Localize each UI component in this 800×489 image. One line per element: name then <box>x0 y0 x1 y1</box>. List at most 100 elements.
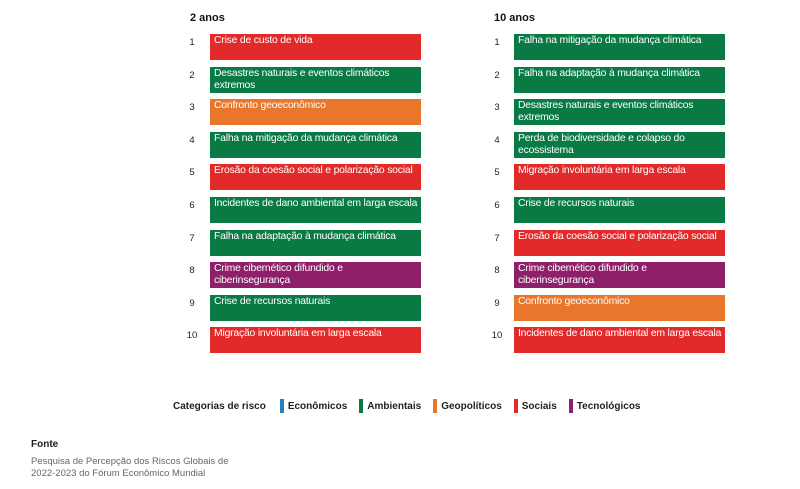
rank-number: 6 <box>189 200 195 211</box>
risk-label: Incidentes de dano ambiental em larga es… <box>518 328 722 340</box>
rank-number: 8 <box>494 265 500 277</box>
legend-item-ambientais: Ambientais <box>359 399 421 413</box>
bar-top-stripe <box>210 290 421 295</box>
legend-label: Econômicos <box>287 400 348 412</box>
bar-top-stripe <box>210 160 421 165</box>
bar-top-stripe <box>210 95 421 100</box>
rank-number: 3 <box>494 102 500 114</box>
legend-item-economicos: Econômicos <box>279 399 348 413</box>
rank-number: 3 <box>189 102 195 114</box>
risk-bar: Crise de custo de vida <box>210 30 421 60</box>
bar-top-stripe <box>210 193 421 197</box>
risk-bar: Desastres naturais e eventos climáticos … <box>210 62 421 93</box>
risk-bar: Confronto geoeconômico <box>514 290 725 321</box>
risk-label: Erosão da coesão social e polarização so… <box>518 230 717 242</box>
rank-number: 7 <box>189 232 195 244</box>
bar-top-stripe <box>210 225 421 230</box>
bar-top-stripe <box>514 258 725 263</box>
risk-label: Erosão da coesão social e polarização so… <box>214 165 413 177</box>
bar-top-stripe <box>514 95 725 100</box>
risk-label: Incidentes de dano ambiental em larga es… <box>214 198 418 209</box>
legend-swatch <box>433 399 438 413</box>
legend-title: Categorias de risco <box>173 400 266 412</box>
risk-label: Crime cibernético difundido e ciberinseg… <box>214 263 343 287</box>
legend-swatch <box>359 399 364 413</box>
risk-bar: Migração involuntária em larga escala <box>210 323 421 354</box>
legend-label: Ambientais <box>367 400 422 412</box>
bar-top-stripe <box>514 62 725 67</box>
legend-swatch <box>513 399 518 413</box>
column-title-10-anos: 10 anos <box>494 12 557 24</box>
source-title: Fonte <box>31 439 85 450</box>
bar-top-stripe <box>514 127 725 132</box>
rank-number: 1 <box>494 37 500 48</box>
risk-bar: Crise de recursos naturais <box>514 193 725 223</box>
rank-number: 10 <box>186 330 198 342</box>
rank-number: 9 <box>189 297 195 309</box>
bar-top-stripe <box>210 258 421 263</box>
legend-label: Sociais <box>521 400 557 412</box>
risk-bar: Incidentes de dano ambiental em larga es… <box>514 323 725 354</box>
risk-bar: Confronto geoeconômico <box>210 95 421 126</box>
bar-top-stripe <box>514 30 725 34</box>
risk-label: Confronto geoeconômico <box>214 100 326 112</box>
risk-bar: Crise de recursos naturais <box>210 290 421 321</box>
risk-bar: Falha na adaptação à mudança climática <box>514 62 725 93</box>
legend-swatch <box>568 399 573 413</box>
risk-label: Crise de recursos naturais <box>518 198 635 209</box>
risk-label: Falha na adaptação à mudança climática <box>518 67 700 79</box>
risk-label: Crise de custo de vida <box>214 35 313 46</box>
rank-number: 2 <box>189 69 195 81</box>
rank-number: 8 <box>189 265 195 277</box>
risk-label: Migração involuntária em larga escala <box>518 165 686 177</box>
rank-number: 10 <box>491 330 503 342</box>
bar-top-stripe <box>514 323 725 328</box>
legend-swatch <box>279 399 284 413</box>
risk-label: Confronto geoeconômico <box>518 295 630 307</box>
column-title-2-anos: 2 anos <box>190 12 247 24</box>
legend-item-tecnologicos: Tecnológicos <box>568 399 641 413</box>
bar-top-stripe <box>210 62 421 67</box>
bar-top-stripe <box>210 127 421 132</box>
rank-number: 1 <box>189 37 195 48</box>
risk-bar: Erosão da coesão social e polarização so… <box>210 160 421 191</box>
risk-bar: Falha na adaptação à mudança climática <box>210 225 421 256</box>
risk-label: Falha na adaptação à mudança climática <box>214 230 396 242</box>
risk-bar: Falha na mitigação da mudança climática <box>514 30 725 60</box>
source-text: Pesquisa de Percepção dos Riscos Globais… <box>31 456 229 479</box>
bar-top-stripe <box>514 290 725 295</box>
risk-label: Perda de biodiversidade e colapso do eco… <box>518 132 685 156</box>
legend-item-sociais: Sociais <box>513 399 557 413</box>
risk-label: Desastres naturais e eventos climáticos … <box>518 100 694 124</box>
risk-bar: Crime cibernético difundido e ciberinseg… <box>210 258 421 289</box>
risk-label: Falha na mitigação da mudança climática <box>518 35 702 46</box>
risk-label: Crime cibernético difundido e ciberinseg… <box>518 263 647 287</box>
legend: Categorias de risco Econômicos Ambientai… <box>125 398 655 414</box>
bar-top-stripe <box>514 193 725 197</box>
legend-item-geopoliticos: Geopolíticos <box>433 399 502 413</box>
risk-label: Desastres naturais e eventos climáticos … <box>214 67 390 91</box>
bar-top-stripe <box>210 30 421 34</box>
risk-bar: Erosão da coesão social e polarização so… <box>514 225 725 256</box>
legend-label: Geopolíticos <box>441 400 502 412</box>
risk-label: Crise de recursos naturais <box>214 295 331 307</box>
rank-number: 6 <box>494 200 500 211</box>
risk-bar: Migração involuntária em larga escala <box>514 160 725 191</box>
rank-number: 5 <box>189 167 195 179</box>
rank-number: 2 <box>494 69 500 81</box>
risk-bar: Falha na mitigação da mudança climática <box>210 127 421 158</box>
rank-number: 4 <box>189 134 195 146</box>
bar-top-stripe <box>210 323 421 328</box>
legend-label: Tecnológicos <box>576 400 641 412</box>
rank-number: 5 <box>494 167 500 179</box>
risk-label: Falha na mitigação da mudança climática <box>214 132 398 144</box>
risk-bar: Perda de biodiversidade e colapso do eco… <box>514 127 725 158</box>
bar-top-stripe <box>514 160 725 165</box>
risk-bar: Desastres naturais e eventos climáticos … <box>514 95 725 126</box>
risk-bar: Incidentes de dano ambiental em larga es… <box>210 193 421 223</box>
risk-label: Migração involuntária em larga escala <box>214 328 382 340</box>
rank-number: 7 <box>494 232 500 244</box>
rank-number: 9 <box>494 297 500 309</box>
rank-number: 4 <box>494 134 500 146</box>
risk-bar: Crime cibernético difundido e ciberinseg… <box>514 258 725 289</box>
